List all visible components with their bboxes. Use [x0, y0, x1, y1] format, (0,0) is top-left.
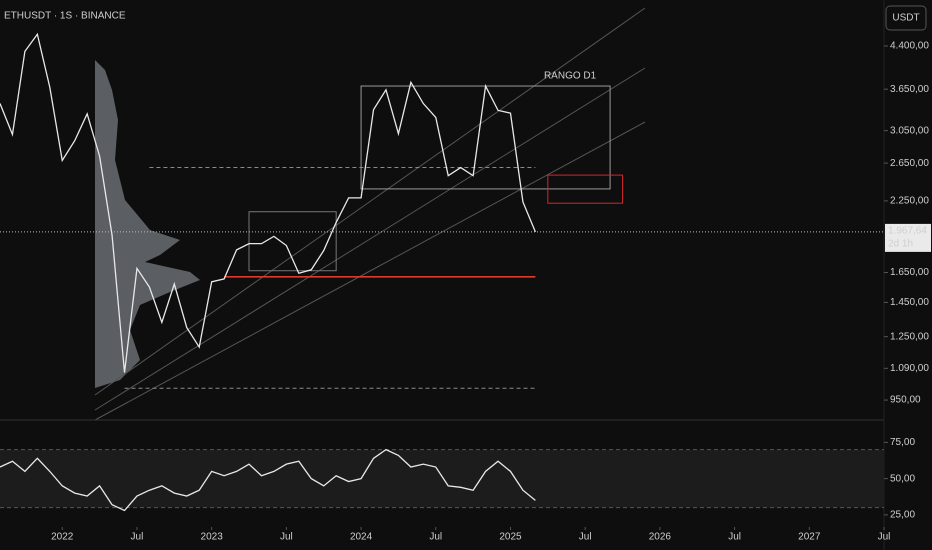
y-tick-label: 2.250,00 [890, 196, 929, 207]
y-tick-label: 4.400,00 [890, 41, 929, 52]
x-tick-label: Jul [579, 532, 592, 543]
y-tick-label: 3.650,00 [890, 84, 929, 95]
y-tick-label: 950,00 [890, 395, 921, 406]
x-tick-label: 2025 [499, 532, 522, 543]
range-box [547, 174, 624, 204]
y-tick-label: 1.250,00 [890, 331, 929, 342]
y-tick-label: 25,00 [890, 509, 915, 520]
price-line [0, 32, 536, 373]
range-label: RANGO D1 [544, 71, 597, 82]
y-tick-label: 1.450,00 [890, 297, 929, 308]
currency-button[interactable] [885, 5, 927, 31]
x-tick-label: Jul [131, 532, 144, 543]
y-tick-label: 2.650,00 [890, 158, 929, 169]
volume-profile [95, 60, 200, 388]
rsi-line [0, 448, 536, 512]
range-box [360, 85, 611, 190]
y-tick-label: 75,00 [890, 437, 915, 448]
last-price-box [885, 223, 931, 252]
channel [94, 7, 646, 421]
rsi-band [0, 449, 884, 508]
y-tick-label: 3.050,00 [890, 125, 929, 136]
y-tick-label: 1.650,00 [890, 267, 929, 278]
x-tick-label: Jul [728, 532, 741, 543]
y-tick-label: 1.090,00 [890, 363, 929, 374]
last-price-label: 1.967,64 [888, 226, 927, 237]
x-tick-label: 2026 [649, 532, 672, 543]
currency-label[interactable]: USDT [892, 13, 919, 24]
x-tick-label: Jul [878, 532, 891, 543]
x-tick-label: 2023 [201, 532, 224, 543]
countdown: 2d 1h [888, 239, 913, 250]
y-tick-label: 50,00 [890, 473, 915, 484]
x-tick-label: 2022 [51, 532, 74, 543]
x-tick-label: 2027 [798, 532, 821, 543]
range-box [248, 211, 337, 272]
x-tick-label: Jul [280, 532, 293, 543]
x-tick-label: Jul [429, 532, 442, 543]
symbol-title: ETHUSDT · 1S · BINANCE [4, 11, 126, 22]
x-tick-label: 2024 [350, 532, 373, 543]
